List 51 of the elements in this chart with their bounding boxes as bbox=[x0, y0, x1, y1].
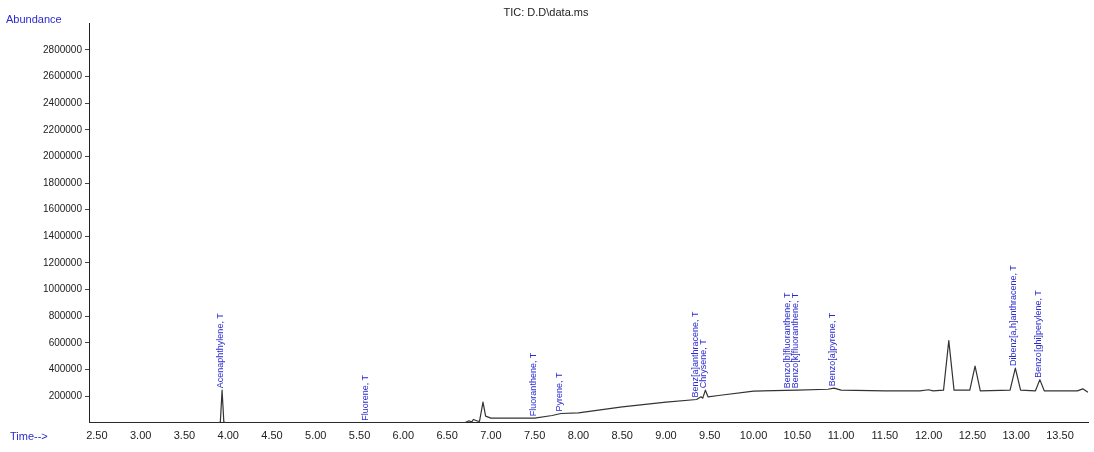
annotation: Fluorene, T bbox=[359, 374, 370, 421]
x-axis-title: Time--> bbox=[10, 429, 48, 442]
x-tick-label: 13.50 bbox=[1046, 429, 1074, 442]
y-tick-label: 2400000 bbox=[43, 96, 83, 108]
annotation: Chrysene, T bbox=[698, 338, 709, 389]
annotation: Pyrene, T bbox=[553, 372, 564, 412]
y-tick-label: 800000 bbox=[48, 309, 83, 321]
y-tick-label: 1200000 bbox=[43, 256, 83, 268]
y-tick-label: 2600000 bbox=[43, 70, 83, 82]
x-tick-label: 8.00 bbox=[567, 429, 590, 442]
annotation: Benzo[ghi]perylene, T bbox=[1032, 289, 1043, 378]
annotation: Benzo[k]fluoranthene, T bbox=[790, 292, 801, 389]
y-tick-label: 200000 bbox=[48, 389, 83, 401]
y-tick-label: 2000000 bbox=[43, 150, 83, 162]
x-tick-label: 11.00 bbox=[827, 429, 855, 442]
annotation: Benz[a]anthracene, T bbox=[689, 311, 700, 398]
x-tick-label: 6.00 bbox=[392, 429, 415, 442]
x-tick-label: 12.00 bbox=[914, 429, 943, 442]
y-tick-label: 1800000 bbox=[43, 176, 83, 188]
x-tick-label: 10.00 bbox=[739, 429, 768, 442]
x-tick-label: 12.50 bbox=[958, 429, 987, 442]
y-tick-label: 600000 bbox=[48, 336, 83, 348]
y-tick-label: 1000000 bbox=[43, 283, 83, 295]
x-tick-label: 10.50 bbox=[783, 429, 812, 442]
x-tick-label: 9.50 bbox=[699, 429, 721, 442]
x-tick-label: 4.50 bbox=[261, 429, 283, 442]
x-tick-label: 3.50 bbox=[173, 429, 196, 442]
x-tick-label: 6.50 bbox=[436, 429, 458, 442]
x-tick-label: 3.00 bbox=[129, 429, 152, 442]
annotation: Benzo[b]fluoranthene, T bbox=[781, 291, 792, 389]
x-tick-label: 5.00 bbox=[305, 429, 327, 442]
x-tick-label: 7.50 bbox=[523, 429, 546, 442]
chart-title: TIC: D.D\data.ms bbox=[503, 5, 589, 18]
x-tick-label: 11.50 bbox=[871, 429, 899, 442]
y-tick-label: 1400000 bbox=[43, 230, 83, 242]
x-tick-label: 4.00 bbox=[217, 429, 239, 442]
x-tick-label: 8.50 bbox=[611, 429, 633, 442]
annotation: Benzo[a]pyrene, T bbox=[827, 312, 838, 387]
annotation: Fluoranthene, T bbox=[527, 352, 538, 417]
annotation: Dibenz[a,h]anthracene, T bbox=[1008, 264, 1019, 367]
x-tick-label: 9.00 bbox=[655, 429, 677, 442]
y-tick-label: 400000 bbox=[48, 363, 83, 375]
x-tick-label: 5.50 bbox=[348, 429, 371, 442]
x-tick-label: 2.50 bbox=[86, 429, 108, 442]
annotation: Acenaphthylene, T bbox=[215, 312, 226, 389]
x-tick-label: 13.00 bbox=[1002, 429, 1030, 442]
y-tick-label: 2200000 bbox=[43, 123, 83, 135]
y-tick-label: 2800000 bbox=[43, 43, 83, 55]
y-axis-title: Abundance bbox=[6, 12, 62, 25]
x-tick-label: 7.00 bbox=[480, 429, 502, 442]
y-tick-label: 1600000 bbox=[43, 203, 83, 215]
